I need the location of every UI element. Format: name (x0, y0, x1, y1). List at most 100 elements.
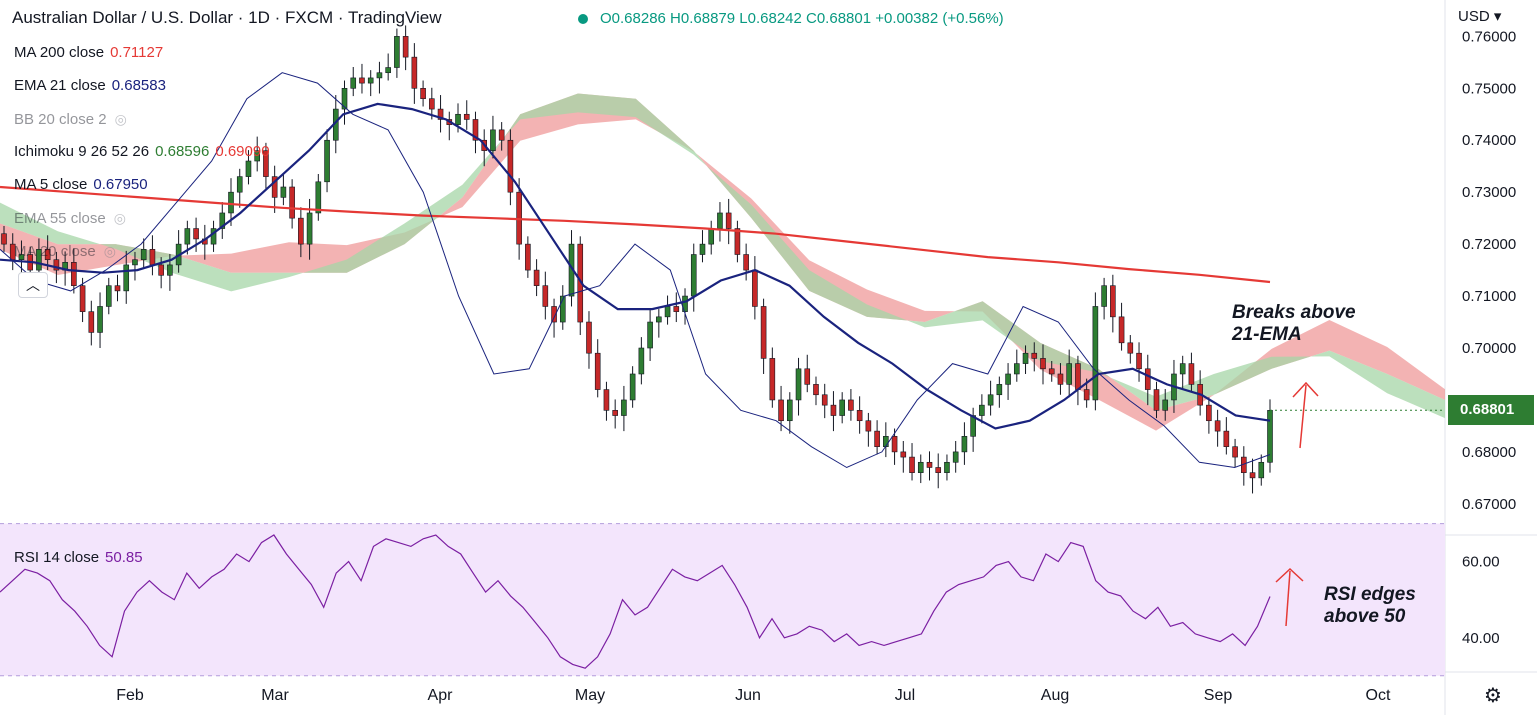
candle-body (490, 129, 496, 151)
candle-body (184, 228, 191, 245)
candle-body (1022, 352, 1029, 364)
time-axis-label: Mar (261, 687, 289, 704)
candle-body (830, 404, 837, 416)
candle-body (603, 389, 610, 411)
candle-body (682, 295, 688, 312)
rsi-band (0, 523, 1445, 676)
candle-body (245, 160, 252, 177)
legend-ma5[interactable]: MA 5 close 0.67950 (14, 176, 148, 194)
candle-body (961, 436, 968, 453)
eye-off-icon[interactable]: ◎ (114, 111, 127, 127)
rsi-arrow (1285, 570, 1291, 627)
candle-body (839, 399, 845, 416)
candle-body (463, 113, 470, 120)
legend-ma5-value: 0.67950 (93, 176, 148, 193)
candle-body (664, 306, 671, 318)
candle-body (883, 436, 889, 447)
candle-body (821, 394, 828, 406)
legend-ema55[interactable]: EMA 55 close ◎ (14, 209, 126, 228)
legend-bb20[interactable]: BB 20 close 2 ◎ (14, 110, 127, 129)
candle-body (542, 285, 549, 307)
time-axis-label: Apr (428, 687, 454, 704)
legend-ma200-label: MA 200 close (14, 44, 105, 61)
candle-body (271, 176, 278, 198)
candle-body (123, 264, 130, 292)
chevron-up-icon[interactable]: ︿ (18, 272, 48, 298)
rsi-legend-label: RSI 14 close (14, 549, 100, 566)
candle-body (1066, 363, 1072, 385)
candle-body (88, 311, 95, 333)
price-tick-label: 0.72000 (1462, 236, 1516, 253)
candle-body (586, 321, 592, 354)
candle-body (638, 347, 645, 375)
gear-icon[interactable]: ⚙ (1484, 685, 1502, 707)
legend-ma20-label: MA 20 close (14, 243, 96, 260)
candle-body (1153, 389, 1160, 411)
price-tick-label: 0.76000 (1462, 28, 1516, 45)
candle-body (856, 410, 863, 422)
candle-body (525, 243, 531, 271)
rsi-arrowhead (1275, 567, 1304, 583)
candle-body (1179, 363, 1186, 375)
candle-body (629, 373, 636, 401)
candle-body (114, 285, 121, 292)
candle-body (996, 384, 1003, 396)
last-price-label: 0.68801 (1448, 395, 1534, 425)
rsi-legend[interactable]: RSI 14 close 50.85 (14, 549, 143, 567)
candle-body (1048, 368, 1055, 375)
candle-body (97, 306, 103, 333)
candle-body (1013, 363, 1020, 375)
candle-body (559, 295, 566, 323)
candle-body (1118, 316, 1125, 344)
legend-ma200[interactable]: MA 200 close 0.71127 (14, 44, 163, 62)
candle-body (760, 306, 767, 359)
candle-body (1267, 410, 1273, 463)
candle-body (673, 306, 680, 312)
candle-body (1223, 430, 1230, 447)
candle-body (36, 249, 42, 271)
legend-ma20[interactable]: MA 20 close ◎ (14, 242, 116, 261)
candle-body (44, 249, 51, 261)
legend-ema21[interactable]: EMA 21 close 0.68583 (14, 77, 166, 95)
candle-body (1057, 373, 1064, 385)
candle-body (289, 186, 295, 219)
candle-body (900, 451, 907, 458)
price-tick-label: 0.68000 (1462, 444, 1516, 461)
legend-ema55-label: EMA 55 close (14, 210, 106, 227)
candle-body (1040, 358, 1046, 370)
candle-body (1136, 352, 1142, 370)
eye-off-icon[interactable]: ◎ (113, 210, 126, 226)
legend-bb20-label: BB 20 close 2 (14, 111, 107, 128)
rsi-line (0, 534, 1271, 669)
eye-off-icon[interactable]: ◎ (103, 243, 116, 259)
legend-ichimoku-value2: 0.69090 (215, 143, 270, 160)
candle-body (769, 358, 776, 401)
candle-body (306, 212, 313, 245)
candle-body (350, 77, 357, 89)
candle-body (236, 176, 243, 193)
candle-body (193, 228, 199, 240)
candle-body (594, 352, 601, 390)
ohlc-readout: O0.68286 H0.68879 L0.68242 C0.68801 +0.0… (578, 10, 1004, 27)
candle-body (786, 399, 793, 422)
ichimoku-cloud-bear (0, 93, 1445, 431)
candle-body (1249, 472, 1256, 479)
legend-ichimoku[interactable]: Ichimoku 9 26 52 26 0.68596 0.69090 (14, 143, 270, 161)
legend-ema21-value: 0.68583 (111, 77, 166, 94)
rsi-note: RSI edges above 50 (1324, 584, 1416, 628)
candle-body (219, 212, 226, 229)
candle-body (1110, 285, 1116, 318)
candle-body (1092, 306, 1099, 401)
candle-body (324, 139, 330, 183)
chart-title: Australian Dollar / U.S. Dollar · 1D · F… (12, 8, 442, 27)
candle-body (647, 321, 653, 349)
currency-selector[interactable]: USD ▾ (1458, 8, 1502, 25)
candle-body (132, 259, 138, 266)
candle-body (1206, 404, 1212, 422)
candle-body (848, 399, 854, 411)
candle-body (952, 451, 959, 463)
candle-body (1258, 461, 1265, 479)
price-tick-label: 0.71000 (1462, 288, 1516, 305)
candle-body (263, 150, 269, 177)
